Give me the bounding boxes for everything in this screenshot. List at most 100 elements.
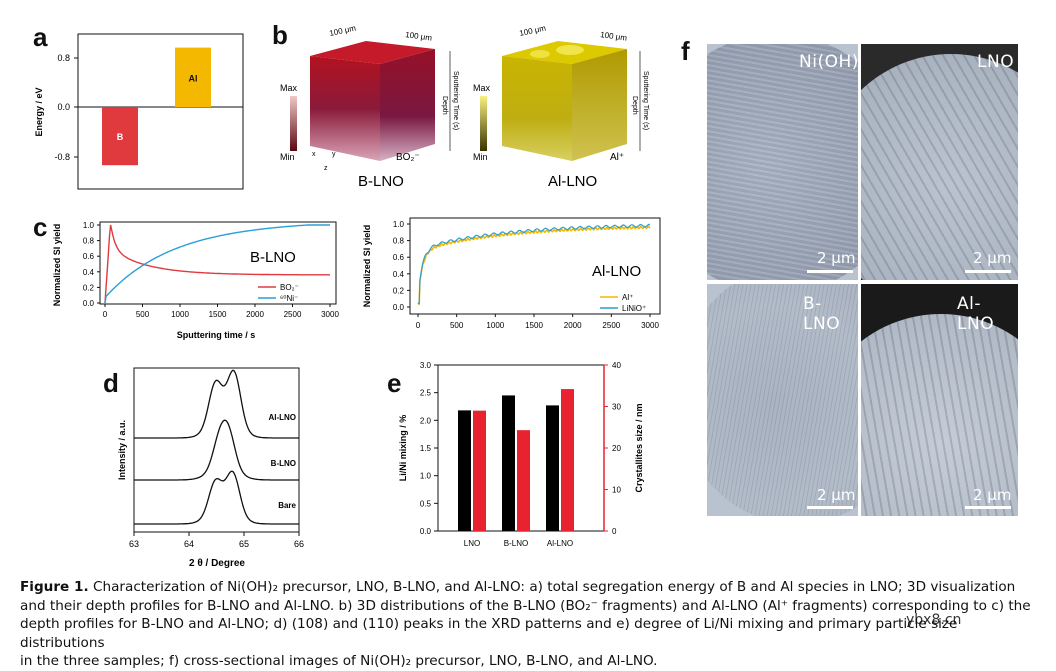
panel-c-left-title: B-LNO: [250, 249, 296, 266]
c1-ytick: 0.8: [83, 237, 95, 246]
c1-xtick: 3000: [321, 310, 339, 319]
cube2-dim-2: 100 μm: [600, 30, 628, 43]
c1-xtick: 1000: [171, 310, 189, 319]
panel-c-left-xlabel: Sputtering time / s: [177, 330, 256, 340]
e-ytick: 3.0: [420, 361, 432, 370]
bar-mixing-b-lno: [502, 395, 515, 531]
c1-xtick: 2500: [284, 310, 302, 319]
cube2-title: Al-LNO: [548, 173, 597, 190]
panel-label-a: a: [33, 22, 48, 52]
e-ytick: 0.0: [420, 527, 432, 536]
yellow-colorbar: [480, 96, 487, 151]
c1-xtick: 0: [103, 310, 108, 319]
d-xtick: 65: [239, 539, 249, 549]
caption-line-4: in the three samples; f) cross-sectional…: [20, 653, 658, 669]
caption-line-2: and their depth profiles for B-LNO and A…: [20, 597, 1031, 614]
panel-a-chart: 0.8 0.0 -0.8 Energy / eV B Al: [34, 33, 244, 190]
yellow-cube-front: [502, 56, 572, 161]
panel-e-ylabel2: Crystallites size / nm: [634, 403, 644, 492]
bar-label-b: B: [117, 132, 124, 142]
c1-ytick: 0.4: [83, 268, 95, 277]
cube1-depth: Depth: [441, 96, 448, 115]
c2-ytick: 0.4: [393, 270, 405, 279]
panel-a-ytick-0: 0.8: [57, 53, 70, 63]
cube1-time: Sputtering Time (s): [452, 71, 459, 130]
cube2-time: Sputtering Time (s): [642, 71, 649, 130]
caption-fig-label: Figure 1.: [20, 579, 89, 595]
panel-b-graphic: 100 μm 100 μm Depth Sputtering Time (s) …: [280, 26, 649, 190]
c1-xtick: 500: [136, 310, 150, 319]
panel-c-left-chart: 0 500 1000 1500 2000 2500 3000 0.0 0.2 0.4 0.6 0.8 1…: [52, 221, 339, 340]
xrd-al-lno: [134, 369, 299, 439]
sem-label-blno: B-LNO: [803, 294, 841, 334]
c2-xtick: 2000: [564, 321, 582, 330]
yellow-cube-side: [572, 49, 627, 161]
panel-label-d: d: [103, 368, 119, 398]
legend-al: Al⁺: [622, 293, 633, 302]
bar-size-lno: [473, 410, 486, 531]
e-ytick: 1.0: [420, 472, 432, 481]
c2-xtick: 1500: [525, 321, 543, 330]
sem-label-nioh: Ni(OH): [799, 52, 858, 72]
cube2-scale-min: Min: [473, 152, 488, 162]
e-ytick2: 40: [612, 361, 621, 370]
sem-scalebar-lno: [965, 270, 1011, 273]
c1-xtick: 1500: [209, 310, 227, 319]
d-xtick: 64: [184, 539, 194, 549]
legend-linio: LiNiO⁺: [622, 304, 646, 313]
e-ytick2: 20: [612, 444, 621, 453]
e-ytick: 0.5: [420, 499, 432, 508]
xrd-b-lno: [134, 419, 299, 481]
c1-ytick: 0.0: [83, 299, 95, 308]
e-ytick2: 10: [612, 486, 621, 495]
red-cube-side: [380, 49, 435, 161]
sem-scale-blno: 2 μm: [817, 486, 856, 504]
sem-image-allno: Al-LNO 2 μm: [861, 284, 1018, 516]
cube1-ax-x: x: [312, 151, 316, 158]
c1-ytick: 0.6: [83, 252, 95, 261]
panel-a-ytick-1: 0.0: [57, 102, 70, 112]
panel-c-right-ylabel: Normalized SI yield: [362, 225, 372, 308]
red-colorbar: [290, 96, 297, 151]
xrd-label-b: B-LNO: [271, 459, 296, 468]
d-xtick: 66: [294, 539, 304, 549]
cube1-scale-min: Min: [280, 152, 295, 162]
panel-label-c: c: [33, 212, 48, 242]
c2-ytick: 0.6: [393, 253, 405, 262]
watermark: ybx8.cn: [906, 612, 962, 628]
xrd-bare: [134, 470, 299, 525]
bar-b: [102, 107, 138, 166]
c2-xtick: 2500: [602, 321, 620, 330]
cube1-scale-max: Max: [280, 83, 298, 93]
panel-d-xlabel: 2 θ / Degree: [189, 558, 245, 569]
panel-d-chart: Intensity / a.u. 63 64 65 66 2 θ / Degree A…: [117, 367, 304, 569]
cube2-depth: Depth: [631, 96, 638, 115]
cube1-title: B-LNO: [358, 173, 404, 190]
cube2-species: Al⁺: [610, 152, 624, 163]
bar-size-b-lno: [517, 430, 530, 531]
panel-c-right-chart: 0 500 1000 1500 2000 2500 3000 0.0 0.2 0.4 0.6 0.8 1…: [362, 217, 661, 330]
d-xtick: 63: [129, 539, 139, 549]
panel-c-right-title: Al-LNO: [592, 263, 641, 280]
e-xtick: Al-LNO: [547, 539, 573, 548]
cube1-species: BO₂⁻: [396, 152, 420, 163]
cube1-dim-2: 100 μm: [405, 30, 433, 43]
e-ytick: 2.5: [420, 389, 432, 398]
bar-label-al: Al: [189, 73, 198, 83]
c2-ytick: 1.0: [393, 220, 405, 229]
sem-scalebar-blno: [807, 506, 853, 509]
xrd-label-al: Al-LNO: [268, 413, 296, 422]
cube2-dim-1: 100 μm: [519, 26, 547, 38]
panel-e-chart: 0.0 0.5 1.0 1.5 2.0 2.5 3.0 0 10 20 30 40 Li/Ni mix…: [398, 361, 644, 548]
e-ytick2: 0: [612, 527, 617, 536]
panel-label-b: b: [272, 20, 288, 50]
legend-ni60: ⁶⁰Ni⁻: [280, 294, 298, 303]
figure-caption: Figure 1. Characterization of Ni(OH)₂ pr…: [20, 578, 1040, 671]
panel-c-left-ylabel: Normalized SI yield: [52, 224, 62, 307]
cube1-dim-1: 100 μm: [329, 26, 357, 38]
series-linio: [417, 223, 651, 305]
sem-scale-nioh: 2 μm: [817, 249, 856, 267]
c2-ytick: 0.0: [393, 303, 405, 312]
sem-label-lno: LNO: [977, 52, 1015, 72]
e-ytick: 1.5: [420, 444, 432, 453]
